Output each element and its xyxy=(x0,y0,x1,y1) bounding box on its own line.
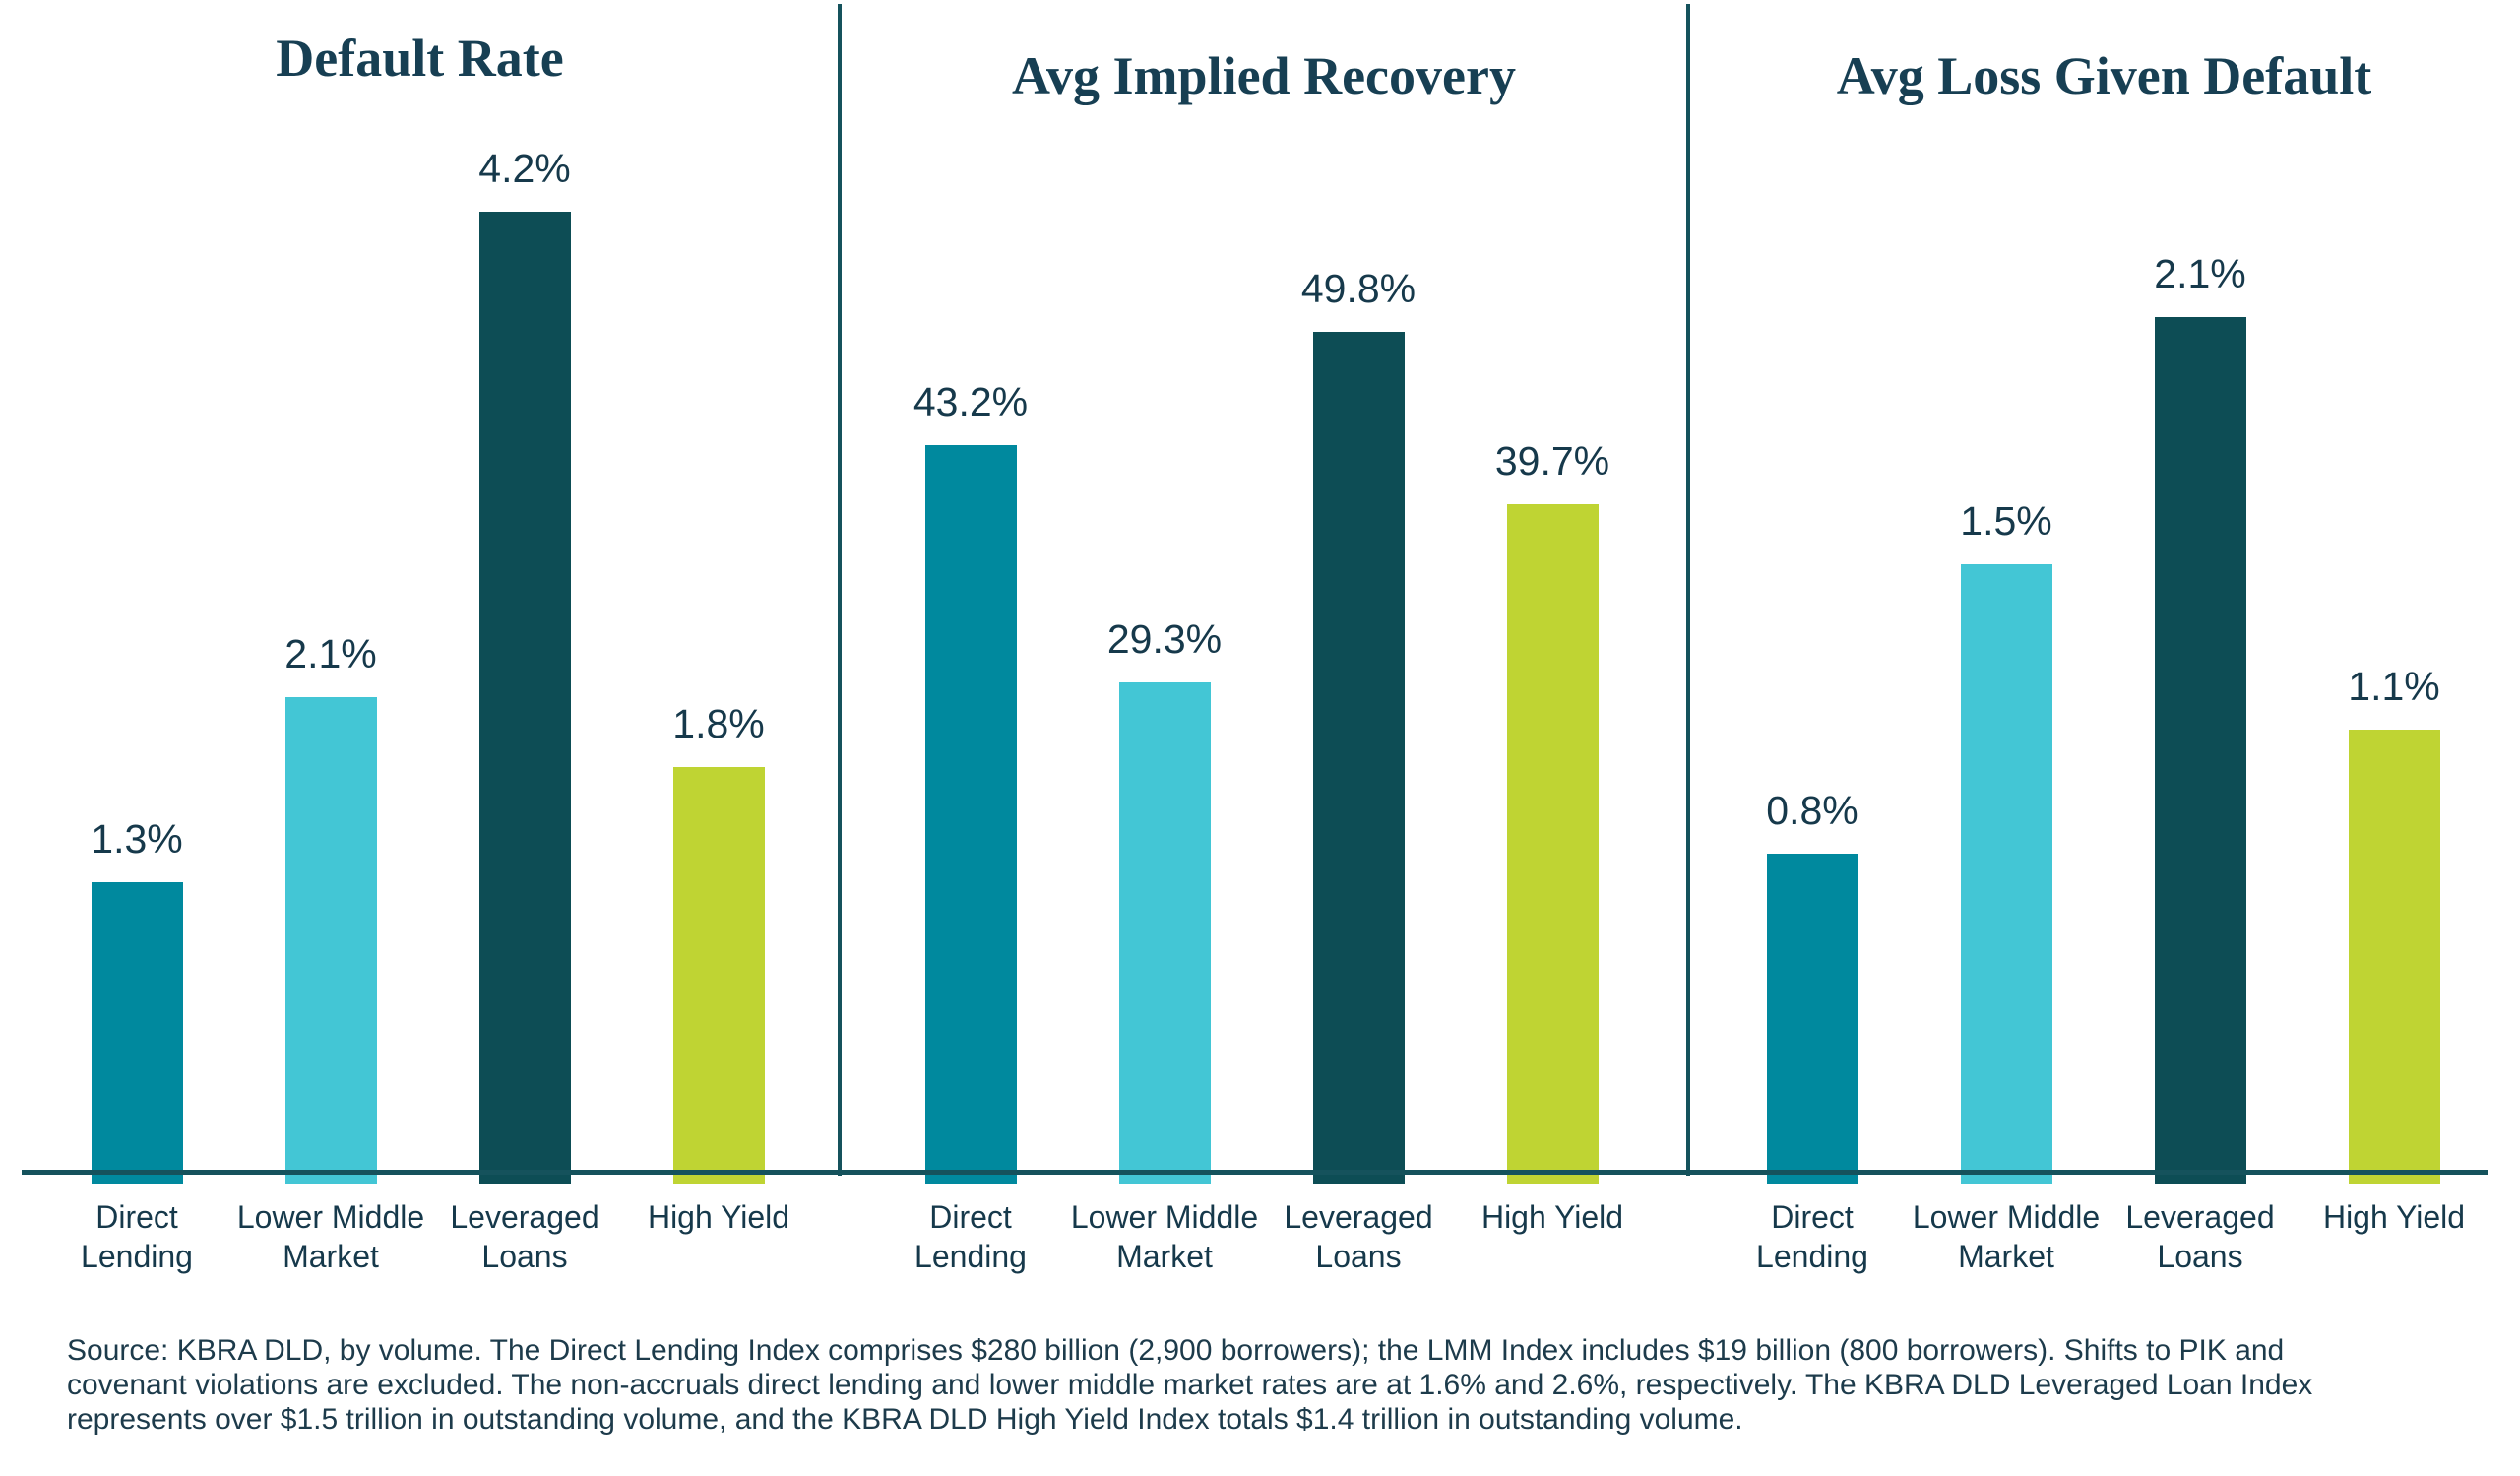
bar-avg-loss-given-default-high-yield xyxy=(2348,730,2440,1184)
value-label-avg-implied-recovery-lower-middle-market: 29.3% xyxy=(1106,616,1223,662)
x-tick-default-rate-lower-middle-market: Lower Middle Market xyxy=(236,1199,425,1274)
value-label-avg-implied-recovery-leveraged-loans: 49.8% xyxy=(1300,266,1417,311)
panel-title-avg-loss-given-default: Avg Loss Given Default xyxy=(1836,46,2372,105)
value-label-avg-loss-given-default-lower-middle-market: 1.5% xyxy=(1960,498,2052,544)
x-tick-default-rate-direct-lending: Direct Lending xyxy=(81,1199,193,1274)
x-tick-avg-implied-recovery-lower-middle-market: Lower Middle Market xyxy=(1070,1199,1259,1274)
x-tick-avg-loss-given-default-leveraged-loans: Leveraged Loans xyxy=(2125,1199,2275,1274)
x-tick-avg-implied-recovery-direct-lending: Direct Lending xyxy=(914,1199,1027,1274)
x-axis-line xyxy=(22,1170,2488,1175)
value-label-avg-loss-given-default-direct-lending: 0.8% xyxy=(1766,788,1858,833)
value-label-default-rate-high-yield: 1.8% xyxy=(672,701,765,746)
bar-avg-implied-recovery-direct-lending xyxy=(924,445,1017,1184)
bar-avg-implied-recovery-leveraged-loans xyxy=(1312,332,1405,1184)
x-tick-default-rate-leveraged-loans: Leveraged Loans xyxy=(450,1199,599,1274)
bar-default-rate-leveraged-loans xyxy=(478,212,571,1184)
x-tick-avg-implied-recovery-leveraged-loans: Leveraged Loans xyxy=(1284,1199,1433,1274)
x-tick-avg-implied-recovery-high-yield: High Yield xyxy=(1480,1199,1624,1235)
bar-default-rate-high-yield xyxy=(672,767,765,1184)
x-tick-avg-loss-given-default-direct-lending: Direct Lending xyxy=(1756,1199,1868,1274)
bar-avg-implied-recovery-high-yield xyxy=(1506,504,1599,1184)
bar-avg-implied-recovery-lower-middle-market xyxy=(1118,682,1211,1184)
bar-avg-loss-given-default-direct-lending xyxy=(1766,854,1858,1184)
panel-divider-left xyxy=(838,4,842,1176)
x-tick-avg-loss-given-default-lower-middle-market: Lower Middle Market xyxy=(1912,1199,2101,1274)
value-label-avg-implied-recovery-direct-lending: 43.2% xyxy=(913,379,1029,424)
bar-default-rate-lower-middle-market xyxy=(284,697,377,1184)
value-label-default-rate-lower-middle-market: 2.1% xyxy=(284,631,377,676)
x-tick-avg-loss-given-default-high-yield: High Yield xyxy=(2322,1199,2466,1235)
value-label-avg-implied-recovery-high-yield: 39.7% xyxy=(1494,438,1610,483)
value-label-default-rate-leveraged-loans: 4.2% xyxy=(478,146,571,191)
value-label-avg-loss-given-default-high-yield: 1.1% xyxy=(2348,664,2440,709)
value-label-avg-loss-given-default-leveraged-loans: 2.1% xyxy=(2154,251,2246,296)
bar-default-rate-direct-lending xyxy=(91,882,183,1184)
value-label-default-rate-direct-lending: 1.3% xyxy=(91,816,183,862)
panel-title-default-rate: Default Rate xyxy=(276,29,564,88)
bar-avg-loss-given-default-leveraged-loans xyxy=(2154,317,2246,1184)
source-note: Source: KBRA DLD, by volume. The Direct … xyxy=(67,1334,2313,1436)
panel-divider-right xyxy=(1686,4,1690,1176)
panel-title-avg-implied-recovery: Avg Implied Recovery xyxy=(1012,46,1516,105)
x-tick-default-rate-high-yield: High Yield xyxy=(647,1199,790,1235)
bar-avg-loss-given-default-lower-middle-market xyxy=(1960,564,2052,1184)
